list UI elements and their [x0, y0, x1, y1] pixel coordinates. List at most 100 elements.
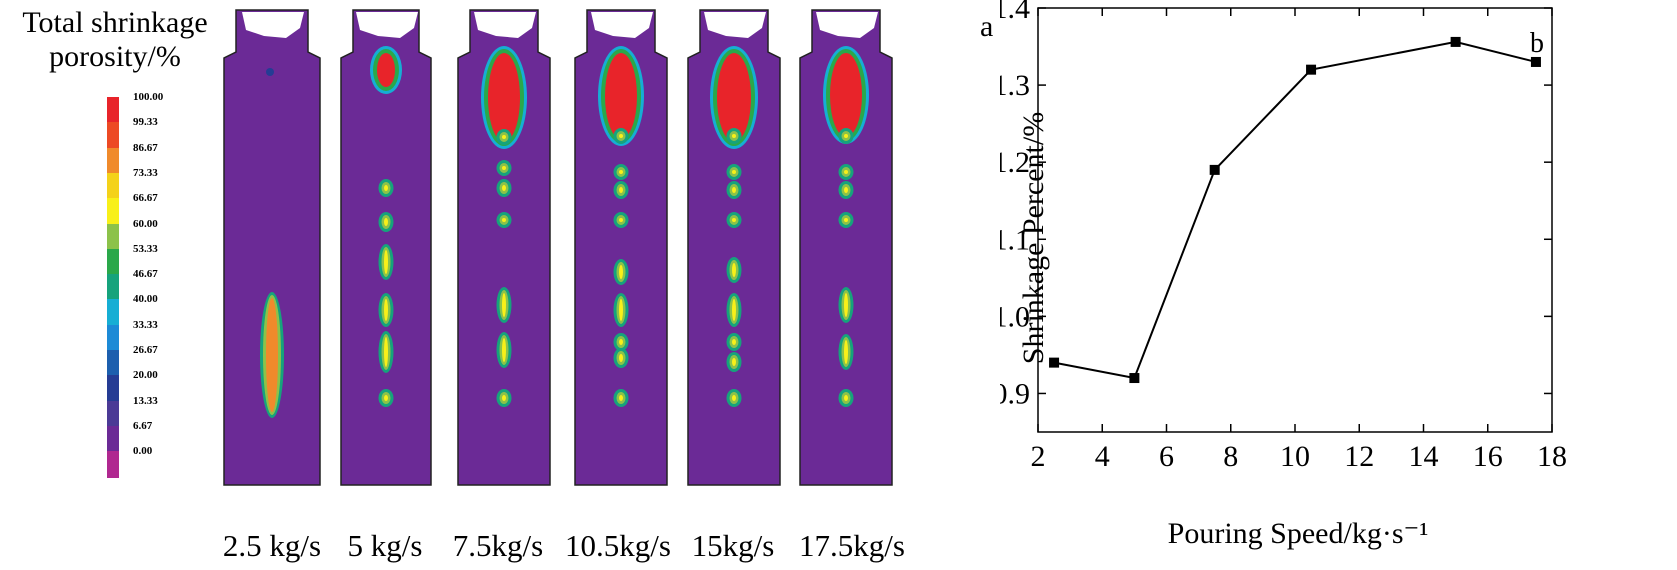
colorbar-swatch — [107, 198, 119, 226]
shrinkage-core — [732, 263, 736, 277]
data-point — [1306, 64, 1317, 75]
y-tick-label: 0.9 — [1000, 377, 1030, 410]
y-tick-label: 1.3 — [1000, 69, 1030, 102]
casting-caption: 15kg/s — [691, 528, 775, 563]
shrinkage-core — [619, 395, 623, 401]
shrinkage-core — [619, 265, 623, 279]
colorbar-step: 26.67 — [107, 344, 197, 377]
riser-void — [816, 12, 878, 38]
panel-a-letter: a — [980, 10, 994, 43]
colorbar-label: 6.67 — [133, 419, 153, 432]
casting-column — [687, 9, 781, 486]
panel-b-letter: b — [1530, 28, 1544, 59]
colorbar-label: 73.33 — [133, 166, 158, 179]
shrinkage-core — [732, 170, 736, 174]
colorbar-step: 0.00 — [107, 445, 197, 479]
colorbar-label: 26.67 — [133, 344, 158, 356]
data-point — [1209, 164, 1220, 175]
colorbar-step: 53.33 — [107, 243, 197, 276]
shrinkage-core — [619, 218, 623, 222]
shrinkage-line-chart: Shrinkage Percent/% Pouring Speed/kg·s⁻¹… — [1000, 0, 1567, 550]
casting-body — [574, 9, 668, 486]
casting-caption: 17.5kg/s — [799, 528, 905, 563]
colorbar-swatch — [107, 172, 119, 200]
shrinkage-core — [619, 170, 623, 174]
colorbar-step: 40.00 — [107, 293, 197, 327]
colorbar-swatch — [107, 97, 119, 124]
casting-body — [799, 9, 893, 486]
casting-column — [799, 9, 893, 486]
colorbar-label: 46.67 — [133, 268, 158, 281]
x-tick-label: 4 — [1095, 440, 1110, 473]
series-line — [1053, 40, 1537, 380]
colorbar-swatch — [107, 147, 119, 175]
shrinkage-core — [502, 135, 506, 139]
y-axis-label: Shrinkage Percent/% — [1017, 112, 1050, 364]
y-tick-label: 1.2 — [1000, 146, 1030, 179]
casting-body — [687, 9, 781, 486]
shrinkage-core — [830, 53, 862, 137]
casting-caption: 2.5 kg/s — [222, 528, 322, 563]
shrinkage-core — [502, 218, 506, 222]
riser-void — [242, 12, 304, 38]
shrinkage-core — [844, 187, 848, 193]
x-tick-label: 16 — [1473, 440, 1503, 473]
x-tick-label: 14 — [1409, 440, 1439, 473]
shrinkage-core — [844, 134, 848, 138]
shrinkage-core — [605, 53, 637, 139]
colorbar-label: 40.00 — [133, 293, 158, 306]
shrinkage-core — [732, 358, 736, 366]
casting-caption: 10.5kg/s — [565, 528, 671, 563]
data-point — [1450, 36, 1461, 47]
colorbar-swatch — [107, 375, 119, 403]
colorbar-label: 20.00 — [133, 369, 158, 382]
colorbar-step: 73.33 — [107, 167, 197, 200]
y-tick-label: 1.1 — [1000, 223, 1030, 256]
shrinkage-core — [717, 53, 751, 142]
riser-void — [474, 12, 536, 38]
colorbar-step: 6.67 — [107, 420, 197, 453]
shrinkage-core — [844, 395, 848, 401]
shrinkage-core — [384, 218, 388, 226]
colorbar-step: 46.67 — [107, 268, 197, 302]
x-axis-label: Pouring Speed/kg·s⁻¹ — [1168, 517, 1429, 550]
shrinkage-core — [384, 337, 388, 367]
shrinkage-core — [732, 134, 736, 138]
shrinkage-core — [844, 293, 848, 317]
shrinkage-core — [384, 299, 388, 321]
colorbar-step: 86.67 — [107, 142, 197, 175]
colorbar-swatch — [107, 425, 119, 453]
casting-caption: 7.5kg/s — [452, 528, 544, 563]
shrinkage-core — [844, 170, 848, 174]
x-tick-label: 8 — [1223, 440, 1238, 473]
colorbar-swatch — [107, 248, 119, 276]
colorbar-label: 0.00 — [133, 445, 153, 458]
colorbar-step: 33.33 — [107, 319, 197, 352]
shrinkage-core — [619, 134, 623, 138]
colorbar-step: 66.67 — [107, 192, 197, 226]
legend-title-line-1: Total shrinkage — [22, 6, 208, 39]
shrinkage-core — [502, 395, 506, 401]
shrinkage-core — [502, 166, 506, 170]
shrinkage-core — [732, 218, 736, 222]
colorbar-step: 20.00 — [107, 369, 197, 403]
colorbar-label: 13.33 — [133, 394, 158, 407]
casting-column — [574, 9, 668, 486]
shrinkage-spot — [266, 68, 274, 76]
shrinkage-core — [619, 339, 623, 345]
colorbar-label: 99.33 — [133, 116, 158, 129]
colorbar-label: 66.67 — [133, 192, 158, 205]
shrinkage-core — [619, 299, 623, 321]
shrinkage-core — [732, 299, 736, 321]
shrinkage-core — [732, 187, 736, 193]
colorbar-step: 60.00 — [107, 218, 197, 251]
shrinkage-core — [384, 395, 388, 401]
shrinkage-core — [732, 339, 736, 345]
riser-void — [356, 12, 418, 38]
shrinkage-core — [377, 53, 395, 87]
colorbar-swatch — [107, 274, 119, 302]
casting-caption: 5 kg/s — [347, 528, 423, 563]
colorbar-label: 33.33 — [133, 318, 158, 331]
casting-body — [457, 9, 551, 486]
casting-body — [223, 9, 321, 486]
